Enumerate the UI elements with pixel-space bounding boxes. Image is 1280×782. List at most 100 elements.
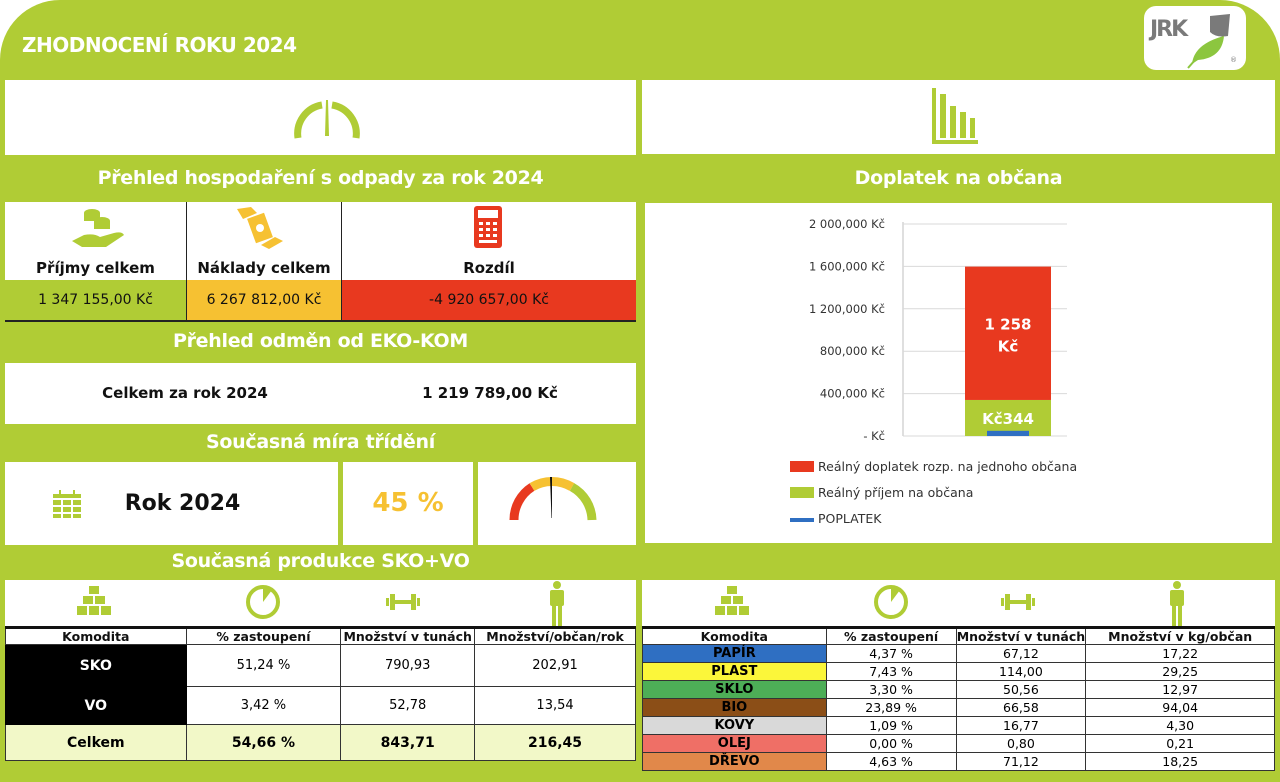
komodita-pct: 0,00 %: [825, 734, 957, 753]
komodity-table: Komodita % zastoupení Množství v tunách …: [642, 626, 1275, 771]
prijmy-label: Příjmy celkem: [36, 259, 155, 277]
pie-chart-icon: [874, 585, 908, 619]
komodita-name: OLEJ: [642, 734, 827, 753]
produkce-icons-row: [5, 580, 636, 626]
table-row: SKO 51,24 % 790,93 202,91: [5, 644, 636, 687]
produkce-header-per: Množství/občan/rok: [474, 627, 636, 645]
produkce-per: 202,91: [474, 644, 636, 687]
data-label-prijem: Kč344: [982, 410, 1034, 428]
section-doplatek: Doplatek na občana: [854, 167, 1063, 189]
komodity-header-pct: % zastoupení: [825, 627, 957, 645]
komodita-name: PLAST: [642, 662, 827, 681]
produkce-total-per: 216,45: [474, 724, 636, 761]
page-title: ZHODNOCENÍ ROKU 2024: [22, 33, 297, 57]
rozdil-value: -4 920 657,00 Kč: [342, 280, 636, 320]
table-row: BIO 23,89 % 66,58 94,04: [642, 698, 1275, 717]
money-exchange-icon: [237, 207, 283, 249]
komodita-tons: 16,77: [955, 716, 1087, 735]
data-label-doplatek-line1: 1 258: [985, 315, 1032, 333]
produkce-pct: 51,24 %: [185, 644, 342, 687]
komodita-per: 12,97: [1085, 680, 1275, 699]
komodita-pct: 4,63 %: [825, 752, 957, 771]
komodity-header-tons: Množství v tunách: [955, 627, 1087, 645]
section-hospodareni: Přehled hospodaření s odpady za rok 2024: [97, 167, 544, 189]
y-tick-label: 1 600,000 Kč: [809, 259, 885, 273]
komodita-per: 0,21: [1085, 734, 1275, 753]
data-label-doplatek-line2: Kč: [998, 337, 1019, 355]
jrk-logo: JRK ®: [1144, 6, 1246, 70]
person-icon: [1170, 581, 1184, 626]
komodita-name: PAPÍR: [642, 644, 827, 663]
legend-swatch: [790, 487, 814, 498]
komodita-per: 4,30: [1085, 716, 1275, 735]
table-row: VO 3,42 % 52,78 13,54: [5, 686, 636, 725]
year-label: Rok 2024: [124, 490, 241, 516]
logo-text: JRK: [1148, 17, 1189, 42]
komodity-header-komodita: Komodita: [642, 627, 827, 645]
komodita-per: 94,04: [1085, 698, 1275, 717]
produkce-tons: 52,78: [340, 686, 476, 725]
komodita-pct: 3,30 %: [825, 680, 957, 699]
section-ekokom: Přehled odměn od EKO-KOM: [172, 330, 469, 352]
table-row: PLAST 7,43 % 114,00 29,25: [642, 662, 1275, 681]
speedometer-icon: [294, 100, 360, 139]
legend-label: Reálný doplatek rozp. na jednoho občana: [818, 459, 1077, 474]
pie-chart-icon: [246, 585, 280, 619]
komodita-tons: 66,58: [955, 698, 1087, 717]
komodita-tons: 67,12: [955, 644, 1087, 663]
boxes-icon: [77, 586, 111, 615]
legend-label: Reálný příjem na občana: [818, 485, 973, 500]
produkce-header-tons: Množství v tunách: [340, 627, 476, 645]
produkce-tons: 790,93: [340, 644, 476, 687]
table-total-row: Celkem 54,66 % 843,71 216,45: [5, 724, 636, 761]
komodita-name: SKLO: [642, 680, 827, 699]
komodita-name: BIO: [642, 698, 827, 717]
coins-hand-icon: [72, 209, 124, 247]
produkce-name: VO: [5, 686, 187, 725]
y-tick-label: 1 200,000 Kč: [809, 302, 885, 316]
gauge-needle: [550, 477, 552, 518]
calendar-icon: [53, 490, 81, 518]
komodita-per: 18,25: [1085, 752, 1275, 771]
produkce-table: Komodita % zastoupení Množství v tunách …: [5, 626, 636, 761]
gauge-box: [478, 462, 636, 545]
komodita-pct: 23,89 %: [825, 698, 957, 717]
prijmy-value: 1 347 155,00 Kč: [5, 280, 186, 320]
ekokom-label: Celkem za rok 2024: [102, 384, 268, 402]
produkce-pct: 3,42 %: [185, 686, 342, 725]
bar-segment-prijem: [965, 399, 1051, 436]
weight-icon: [1001, 594, 1035, 610]
komodita-tons: 0,80: [955, 734, 1087, 753]
komodita-pct: 1,09 %: [825, 716, 957, 735]
produkce-total-pct: 54,66 %: [185, 724, 342, 761]
legend-swatch: [790, 518, 814, 522]
bar-segment-poplatek: [987, 430, 1029, 436]
y-tick-label: - Kč: [863, 429, 885, 443]
komodita-pct: 4,37 %: [825, 644, 957, 663]
ekokom-panel: [5, 363, 636, 424]
komodita-pct: 7,43 %: [825, 662, 957, 681]
svg-text:®: ®: [1230, 56, 1237, 64]
rozdil-label: Rozdíl: [463, 259, 515, 277]
produkce-header-komodita: Komodita: [5, 627, 187, 645]
naklady-label: Náklady celkem: [197, 259, 331, 277]
weight-icon: [386, 594, 420, 610]
komodita-name: DŘEVO: [642, 752, 827, 771]
produkce-total-tons: 843,71: [340, 724, 476, 761]
komodita-name: KOVY: [642, 716, 827, 735]
komodita-tons: 71,12: [955, 752, 1087, 771]
y-tick-label: 2 000,000 Kč: [809, 217, 885, 231]
person-icon: [550, 581, 564, 626]
y-tick-label: 800,000 Kč: [820, 344, 885, 358]
bar-segment-doplatek: [965, 266, 1051, 400]
komodita-tons: 114,00: [955, 662, 1087, 681]
gauge-icon-panel: [5, 80, 636, 155]
section-mira: Současná míra třídění: [206, 431, 435, 453]
produkce-per: 13,54: [474, 686, 636, 725]
table-row: PAPÍR 4,37 % 67,12 17,22: [642, 644, 1275, 663]
legend-swatch: [790, 461, 814, 472]
legend-label: POPLATEK: [818, 511, 882, 526]
sorting-rate-value: 45 %: [372, 488, 444, 518]
ekokom-value: 1 219 789,00 Kč: [422, 384, 558, 402]
